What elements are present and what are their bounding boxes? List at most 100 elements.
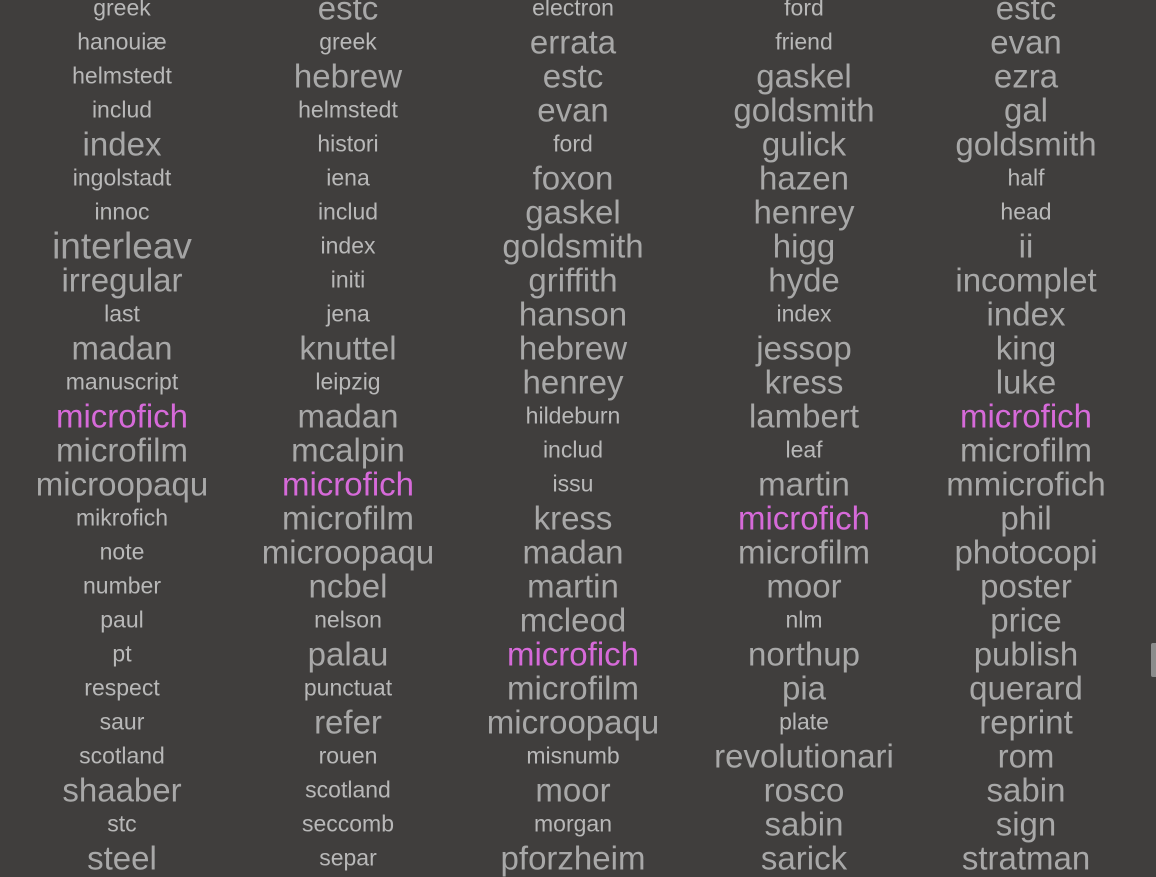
word-madan[interactable]: madan	[522, 533, 624, 571]
word-seccomb[interactable]: seccomb	[301, 810, 395, 837]
word-estc[interactable]: estc	[317, 0, 379, 27]
word-ingolstadt[interactable]: ingolstadt	[72, 164, 172, 191]
word-sarick[interactable]: sarick	[760, 839, 848, 877]
word-saur[interactable]: saur	[99, 708, 145, 735]
word-evan[interactable]: evan	[990, 23, 1062, 61]
word-hanson[interactable]: hanson	[518, 295, 628, 333]
word-mikrofich[interactable]: mikrofich	[75, 504, 168, 531]
word-issu[interactable]: issu	[552, 470, 594, 497]
word-microfich[interactable]: microfich	[506, 635, 640, 673]
word-friend[interactable]: friend	[775, 28, 833, 55]
word-photocopi[interactable]: photocopi	[954, 533, 1098, 571]
word-jena[interactable]: jena	[326, 300, 370, 327]
word-microfich[interactable]: microfich	[281, 465, 415, 503]
word-helmstedt[interactable]: helmstedt	[72, 62, 172, 89]
word-estc[interactable]: estc	[995, 0, 1057, 27]
word-microfich[interactable]: microfich	[55, 397, 189, 435]
word-madan[interactable]: madan	[71, 329, 173, 367]
word-nlm[interactable]: nlm	[785, 606, 823, 633]
word-includ[interactable]: includ	[91, 96, 153, 123]
word-griffith[interactable]: griffith	[528, 261, 618, 299]
word-microfilm[interactable]: microfilm	[282, 499, 414, 537]
word-index[interactable]: index	[82, 125, 162, 163]
word-higg[interactable]: higg	[772, 227, 836, 265]
word-scotland[interactable]: scotland	[305, 776, 391, 803]
word-microfilm[interactable]: microfilm	[56, 431, 188, 469]
word-goldsmith[interactable]: goldsmith	[733, 91, 875, 129]
word-reprint[interactable]: reprint	[979, 703, 1073, 741]
word-punctuat[interactable]: punctuat	[303, 674, 393, 701]
word-scotland[interactable]: scotland	[79, 742, 165, 769]
word-goldsmith[interactable]: goldsmith	[502, 227, 644, 265]
word-microfich[interactable]: microfich	[737, 499, 871, 537]
word-index[interactable]: index	[320, 232, 376, 259]
word-king[interactable]: king	[995, 329, 1057, 367]
word-gulick[interactable]: gulick	[761, 125, 847, 163]
word-moor[interactable]: moor	[535, 771, 611, 809]
word-sabin[interactable]: sabin	[986, 771, 1066, 809]
word-microfilm[interactable]: microfilm	[507, 669, 639, 707]
word-last[interactable]: last	[104, 300, 140, 327]
word-ezra[interactable]: ezra	[993, 57, 1059, 95]
word-pia[interactable]: pia	[781, 669, 827, 707]
word-iena[interactable]: iena	[326, 164, 370, 191]
word-rouen[interactable]: rouen	[318, 742, 378, 769]
word-rosco[interactable]: rosco	[763, 771, 845, 809]
word-mcleod[interactable]: mcleod	[519, 601, 627, 639]
word-index[interactable]: index	[986, 295, 1066, 333]
word-incomplet[interactable]: incomplet	[955, 261, 1097, 299]
word-hebrew[interactable]: hebrew	[518, 329, 628, 367]
word-microopaqu[interactable]: microopaqu	[261, 533, 435, 571]
word-moor[interactable]: moor	[766, 567, 842, 605]
word-revolutionari[interactable]: revolutionari	[714, 737, 894, 775]
word-microfich[interactable]: microfich	[959, 397, 1093, 435]
word-hyde[interactable]: hyde	[768, 261, 840, 299]
word-martin[interactable]: martin	[527, 567, 619, 605]
word-sabin[interactable]: sabin	[764, 805, 844, 843]
word-pforzheim[interactable]: pforzheim	[500, 839, 646, 877]
word-rom[interactable]: rom	[997, 737, 1055, 775]
word-shaaber[interactable]: shaaber	[62, 771, 182, 809]
word-jessop[interactable]: jessop	[756, 329, 852, 367]
word-northup[interactable]: northup	[748, 635, 860, 673]
word-querard[interactable]: querard	[969, 669, 1083, 707]
word-manuscript[interactable]: manuscript	[65, 368, 179, 395]
word-hebrew[interactable]: hebrew	[293, 57, 403, 95]
word-ford[interactable]: ford	[553, 130, 593, 157]
word-microfilm[interactable]: microfilm	[738, 533, 870, 571]
word-histori[interactable]: histori	[317, 130, 379, 157]
word-leipzig[interactable]: leipzig	[315, 368, 381, 395]
word-morgan[interactable]: morgan	[534, 810, 612, 837]
word-microfilm[interactable]: microfilm	[960, 431, 1092, 469]
word-madan[interactable]: madan	[297, 397, 399, 435]
word-pt[interactable]: pt	[112, 640, 132, 667]
word-index[interactable]: index	[776, 300, 832, 327]
word-hildeburn[interactable]: hildeburn	[525, 402, 621, 429]
word-mmicrofich[interactable]: mmicrofich	[946, 465, 1106, 503]
word-stratman[interactable]: stratman	[961, 839, 1091, 877]
word-gaskel[interactable]: gaskel	[756, 57, 852, 95]
word-henrey[interactable]: henrey	[522, 363, 624, 401]
word-phil[interactable]: phil	[1000, 499, 1052, 537]
word-includ[interactable]: includ	[317, 198, 379, 225]
word-martin[interactable]: martin	[758, 465, 850, 503]
word-ncbel[interactable]: ncbel	[308, 567, 388, 605]
word-initi[interactable]: initi	[330, 266, 366, 293]
word-separ[interactable]: separ	[319, 844, 377, 871]
word-sign[interactable]: sign	[995, 805, 1057, 843]
word-microopaqu[interactable]: microopaqu	[35, 465, 209, 503]
word-electron[interactable]: electron	[532, 0, 614, 21]
word-interleav[interactable]: interleav	[52, 225, 192, 267]
word-microopaqu[interactable]: microopaqu	[486, 703, 660, 741]
word-luke[interactable]: luke	[995, 363, 1057, 401]
word-goldsmith[interactable]: goldsmith	[955, 125, 1097, 163]
word-poster[interactable]: poster	[980, 567, 1072, 605]
word-mcalpin[interactable]: mcalpin	[291, 431, 405, 469]
word-includ[interactable]: includ	[542, 436, 604, 463]
word-ii[interactable]: ii	[1018, 227, 1034, 265]
word-refer[interactable]: refer	[314, 703, 382, 741]
word-number[interactable]: number	[83, 572, 161, 599]
word-hanoui-[interactable]: hanouiæ	[77, 28, 167, 55]
word-stc[interactable]: stc	[107, 810, 137, 837]
word-lambert[interactable]: lambert	[748, 397, 860, 435]
